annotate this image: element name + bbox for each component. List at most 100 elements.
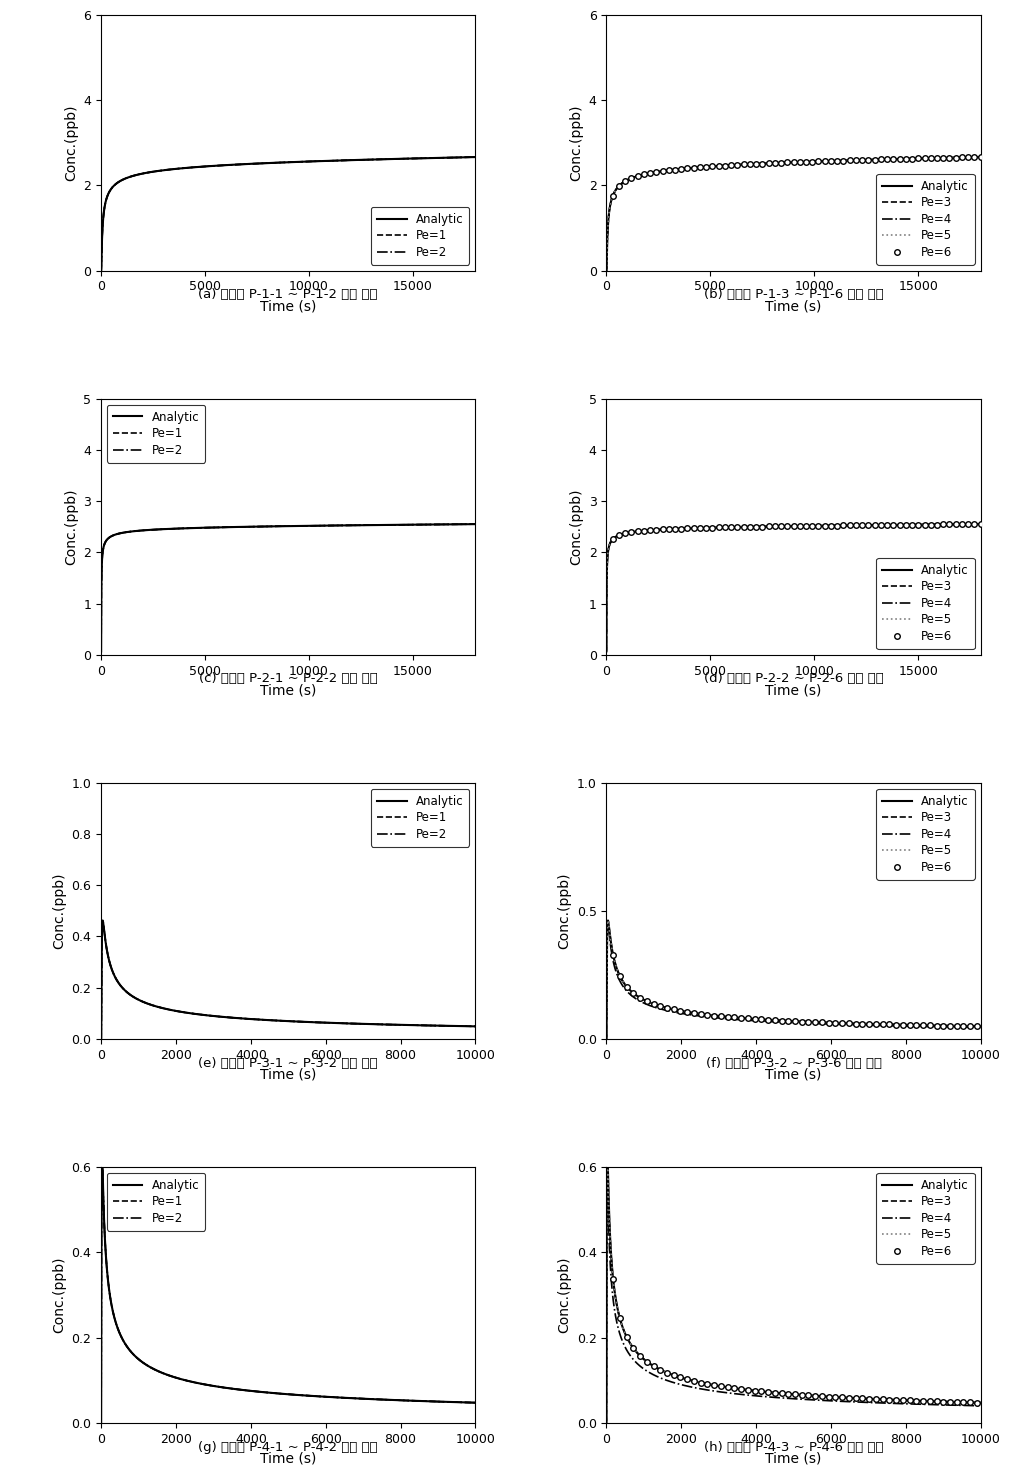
Analytic bbox=[319, 516, 332, 534]
Pe=4 bbox=[825, 1015, 837, 1033]
Pe=4 bbox=[668, 161, 680, 179]
Pe=3 bbox=[601, 1414, 613, 1432]
Legend: Analytic, Pe=3, Pe=4, Pe=5, Pe=6: Analytic, Pe=3, Pe=4, Pe=5, Pe=6 bbox=[877, 1172, 975, 1263]
Pe=4 bbox=[743, 518, 755, 535]
Analytic bbox=[844, 1015, 856, 1033]
Pe=5 bbox=[825, 153, 837, 170]
Pe=3 bbox=[601, 263, 613, 280]
Pe=5 bbox=[975, 1394, 987, 1411]
Analytic bbox=[975, 1394, 987, 1411]
Pe=3 bbox=[601, 1128, 613, 1146]
Line: Pe=3: Pe=3 bbox=[607, 157, 981, 271]
Analytic bbox=[668, 1367, 680, 1385]
Analytic bbox=[975, 148, 987, 166]
Pe=5 bbox=[880, 151, 892, 169]
Analytic bbox=[844, 516, 856, 534]
Analytic bbox=[825, 1388, 837, 1405]
Pe=4 bbox=[908, 1018, 920, 1036]
Pe=4 bbox=[975, 1397, 987, 1414]
Pe=5 bbox=[601, 1030, 613, 1047]
Analytic bbox=[601, 643, 613, 660]
Pe=4 bbox=[975, 148, 987, 166]
Pe=6 bbox=[742, 1009, 754, 1027]
Pe=3 bbox=[601, 1030, 613, 1047]
Pe=1 bbox=[163, 521, 175, 538]
Pe=3 bbox=[668, 1000, 680, 1018]
Pe=2 bbox=[163, 521, 175, 538]
Text: (f) 케이스 P-3-2 ~ P-3-6 모의 결과: (f) 케이스 P-3-2 ~ P-3-6 모의 결과 bbox=[706, 1056, 882, 1069]
X-axis label: Time (s): Time (s) bbox=[765, 1067, 822, 1081]
Analytic bbox=[602, 912, 614, 930]
Text: (d) 케이스 P-2-2 ~ P-2-6 모의 결과: (d) 케이스 P-2-2 ~ P-2-6 모의 결과 bbox=[704, 672, 884, 685]
Analytic bbox=[319, 1388, 332, 1405]
Pe=5 bbox=[743, 1382, 755, 1400]
Pe=1 bbox=[319, 1388, 332, 1405]
Pe=4 bbox=[880, 1394, 892, 1411]
Y-axis label: Conc.(ppb): Conc.(ppb) bbox=[557, 873, 571, 949]
Analytic bbox=[880, 1391, 892, 1408]
Pe=2 bbox=[319, 153, 332, 170]
Analytic bbox=[339, 1389, 351, 1407]
Pe=5 bbox=[844, 1015, 856, 1033]
Analytic bbox=[402, 516, 415, 534]
Pe=3 bbox=[844, 1015, 856, 1033]
Pe=5 bbox=[825, 516, 837, 534]
Analytic bbox=[601, 1030, 613, 1047]
Pe=1 bbox=[339, 516, 351, 534]
Analytic bbox=[668, 161, 680, 179]
Pe=2 bbox=[163, 1000, 175, 1018]
Pe=3 bbox=[601, 643, 613, 660]
Pe=6 bbox=[713, 519, 725, 537]
Pe=2 bbox=[402, 150, 415, 167]
Pe=5 bbox=[908, 1392, 920, 1410]
Pe=4 bbox=[743, 156, 755, 173]
Pe=6 bbox=[890, 1391, 902, 1408]
Pe=2 bbox=[319, 1014, 332, 1031]
Pe=3 bbox=[743, 156, 755, 173]
Line: Analytic: Analytic bbox=[607, 921, 981, 1039]
Line: Pe=6: Pe=6 bbox=[610, 521, 984, 541]
Pe=6 bbox=[731, 156, 743, 173]
Pe=4 bbox=[668, 1003, 680, 1021]
Analytic bbox=[238, 518, 250, 535]
Pe=3 bbox=[880, 151, 892, 169]
Legend: Analytic, Pe=1, Pe=2: Analytic, Pe=1, Pe=2 bbox=[107, 405, 205, 462]
Pe=1 bbox=[469, 515, 481, 533]
Pe=4 bbox=[668, 1375, 680, 1392]
Pe=4 bbox=[825, 1392, 837, 1410]
Pe=3 bbox=[668, 161, 680, 179]
Pe=3 bbox=[908, 1017, 920, 1034]
Text: (e) 케이스 P-3-1 ~ P-3-2 모의 결과: (e) 케이스 P-3-1 ~ P-3-2 모의 결과 bbox=[198, 1056, 378, 1069]
Pe=4 bbox=[743, 1386, 755, 1404]
X-axis label: Time (s): Time (s) bbox=[260, 1451, 316, 1466]
Analytic bbox=[97, 912, 109, 930]
Legend: Analytic, Pe=3, Pe=4, Pe=5, Pe=6: Analytic, Pe=3, Pe=4, Pe=5, Pe=6 bbox=[877, 789, 975, 880]
X-axis label: Time (s): Time (s) bbox=[260, 1067, 316, 1081]
Pe=4 bbox=[825, 516, 837, 534]
Analytic bbox=[908, 150, 920, 167]
Line: Pe=4: Pe=4 bbox=[607, 157, 981, 271]
Pe=2 bbox=[97, 912, 109, 930]
Pe=6 bbox=[816, 1388, 828, 1405]
Analytic bbox=[908, 1017, 920, 1034]
Text: (b) 케이스 P-1-3 ~ P-1-6 모의 결과: (b) 케이스 P-1-3 ~ P-1-6 모의 결과 bbox=[704, 289, 884, 301]
Pe=6 bbox=[742, 1380, 754, 1398]
Y-axis label: Conc.(ppb): Conc.(ppb) bbox=[569, 104, 583, 180]
Pe=5 bbox=[880, 1391, 892, 1408]
Pe=6 bbox=[725, 157, 737, 175]
Pe=5 bbox=[844, 151, 856, 169]
Pe=2 bbox=[239, 1382, 251, 1400]
Pe=5 bbox=[668, 1367, 680, 1385]
Line: Analytic: Analytic bbox=[101, 921, 475, 1039]
Pe=5 bbox=[975, 1018, 987, 1036]
Line: Pe=4: Pe=4 bbox=[607, 1137, 981, 1422]
Pe=6 bbox=[725, 518, 737, 535]
Line: Pe=2: Pe=2 bbox=[101, 921, 475, 1039]
Line: Pe=3: Pe=3 bbox=[607, 524, 981, 651]
Analytic bbox=[743, 1382, 755, 1400]
Pe=2 bbox=[339, 1389, 351, 1407]
Pe=5 bbox=[743, 156, 755, 173]
Line: Pe=2: Pe=2 bbox=[101, 524, 475, 651]
Line: Pe=5: Pe=5 bbox=[607, 1137, 981, 1423]
Pe=4 bbox=[825, 153, 837, 170]
